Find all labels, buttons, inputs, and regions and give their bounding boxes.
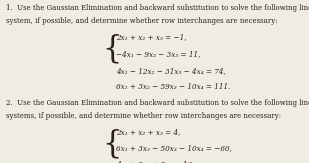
Text: 2.  Use the Gaussian Elimination and backward substitution to solve the followin: 2. Use the Gaussian Elimination and back… (6, 99, 309, 107)
Text: 1.  Use the Gaussian Elimination and backward substitution to solve the followin: 1. Use the Gaussian Elimination and back… (6, 4, 309, 12)
Text: systems, if possible, and determine whether row interchanges are necessary:: systems, if possible, and determine whet… (6, 112, 281, 120)
Text: 6x₁ + 3x₂ − 59x₃ − 10x₄ = 111.: 6x₁ + 3x₂ − 59x₃ − 10x₄ = 111. (116, 83, 230, 91)
Text: 4x₁ − 12x₂ − 31x₃ − 4x₄ = 74,: 4x₁ − 12x₂ − 31x₃ − 4x₄ = 74, (116, 67, 226, 75)
Text: 4x₁ + 9x₂ + 3x₃ = 16,: 4x₁ + 9x₂ + 3x₃ = 16, (116, 161, 194, 163)
Text: 2x₁ + x₂ + x₃ = −1,: 2x₁ + x₂ + x₃ = −1, (116, 33, 186, 41)
Text: 6x₁ + 3x₂ − 50x₃ − 10x₄ = −60,: 6x₁ + 3x₂ − 50x₃ − 10x₄ = −60, (116, 144, 232, 152)
Text: −4x₁ − 9x₂ − 3x₃ = 11,: −4x₁ − 9x₂ − 3x₃ = 11, (116, 50, 200, 58)
Text: {: { (102, 128, 121, 159)
Text: {: { (102, 33, 121, 64)
Text: system, if possible, and determine whether row interchanges are necessary:: system, if possible, and determine wheth… (6, 17, 277, 25)
Text: 2x₁ + x₂ + x₃ = 4,: 2x₁ + x₂ + x₃ = 4, (116, 128, 180, 136)
